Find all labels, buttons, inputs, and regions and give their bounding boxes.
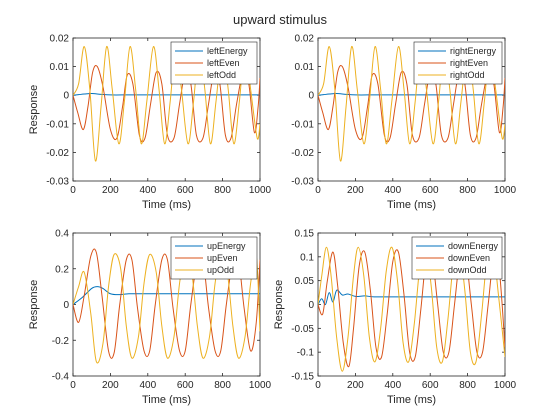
y-tick-label: -0.02 (46, 148, 69, 159)
x-tick-label: 800 (459, 380, 476, 391)
x-tick-label: 0 (315, 185, 321, 196)
y-tick-label: 0.01 (50, 62, 70, 73)
y-tick-label: 0.1 (300, 252, 314, 263)
y-tick-label: -0.02 (291, 148, 314, 159)
y-tick-label: -0.01 (291, 119, 314, 130)
subplot-grid: 0 200 400 600 800 1000 0.02 0.01 0 -0.01 -0.02 -0.0… (28, 34, 517, 407)
legend-label: upEven (207, 253, 238, 263)
y-tick-label: -0.01 (46, 119, 69, 130)
legend-label: downEnergy (448, 241, 499, 251)
y-tick-label: 0 (308, 91, 314, 102)
x-tick-label: 400 (384, 380, 401, 391)
y-tick-label: 0.15 (295, 229, 315, 240)
x-axis-label: Time (ms) (142, 199, 191, 211)
x-axis-label: Time (ms) (142, 394, 191, 406)
legend-label: rightEnergy (450, 46, 497, 56)
legend-label: rightEven (450, 58, 488, 68)
y-tick-label: -0.15 (291, 372, 314, 383)
x-tick-label: 1000 (249, 380, 272, 391)
y-tick-label: 0 (63, 91, 69, 102)
subplot-3: 0 200 400 600 800 1000 0.4 0.2 0 -0.2 -0.4 Time (ms… (28, 229, 272, 407)
x-tick-label: 400 (139, 185, 156, 196)
y-tick-label: 0 (308, 300, 314, 311)
y-axis-label: Response (273, 280, 285, 330)
x-tick-label: 0 (315, 380, 321, 391)
legend-label: leftEven (207, 58, 240, 68)
y-tick-label: -0.4 (52, 372, 70, 383)
y-axis-label: Response (28, 280, 40, 330)
legend-label: upEnergy (207, 241, 246, 251)
legend-label: downEven (448, 253, 490, 263)
x-tick-label: 800 (214, 185, 231, 196)
subplot-2: 0 200 400 600 800 1000 0.02 0.01 0 -0.01 -0.02 -0.0… (291, 34, 516, 212)
y-tick-label: -0.2 (52, 336, 70, 347)
x-tick-label: 200 (102, 185, 119, 196)
x-tick-label: 400 (139, 380, 156, 391)
y-tick-label: 0.02 (50, 34, 70, 45)
subplot-4: 0 200 400 600 800 1000 0.15 0.1 0.05 0 -0.05 -0.1 -0… (273, 229, 517, 407)
legend-label: leftEnergy (207, 46, 248, 56)
series-line-leftOdd (73, 46, 260, 162)
x-tick-label: 1000 (494, 380, 517, 391)
x-tick-label: 400 (384, 185, 401, 196)
x-tick-label: 200 (347, 380, 364, 391)
x-tick-label: 600 (177, 380, 194, 391)
figure-title: upward stimulus (233, 12, 327, 27)
series-line-upEnergy (73, 286, 260, 305)
y-tick-label: -0.03 (291, 177, 314, 188)
y-axis-label: Response (28, 85, 40, 135)
x-tick-label: 200 (347, 185, 364, 196)
series-line-leftEven (73, 65, 260, 143)
subplot-1: 0 200 400 600 800 1000 0.02 0.01 0 -0.01 -0.02 -0.0… (28, 34, 272, 212)
x-tick-label: 0 (70, 380, 76, 391)
y-tick-label: -0.03 (46, 177, 69, 188)
x-tick-label: 600 (177, 185, 194, 196)
x-tick-label: 800 (214, 380, 231, 391)
legend-label: downOdd (448, 265, 487, 275)
x-tick-label: 600 (422, 185, 439, 196)
y-tick-label: 0.4 (55, 229, 69, 240)
series-line-downOdd (318, 244, 505, 372)
x-tick-label: 800 (459, 185, 476, 196)
series-line-upOdd (73, 253, 260, 364)
x-tick-label: 200 (102, 380, 119, 391)
series-line-rightEven (318, 65, 505, 143)
x-tick-label: 0 (70, 185, 76, 196)
legend-label: rightOdd (450, 70, 485, 80)
x-tick-label: 600 (422, 380, 439, 391)
x-axis-label: Time (ms) (387, 199, 436, 211)
y-tick-label: -0.1 (297, 348, 315, 359)
x-tick-label: 1000 (249, 185, 272, 196)
x-tick-label: 1000 (494, 185, 517, 196)
y-tick-label: 0 (63, 300, 69, 311)
legend-label: upOdd (207, 265, 234, 275)
series-line-rightOdd (318, 46, 505, 162)
y-tick-label: -0.05 (291, 324, 314, 335)
y-tick-label: 0.2 (55, 264, 69, 275)
x-axis-label: Time (ms) (387, 394, 436, 406)
y-tick-label: 0.05 (295, 276, 315, 287)
legend-label: leftOdd (207, 70, 236, 80)
y-tick-label: 0.01 (295, 62, 315, 73)
series-line-downEven (318, 249, 505, 368)
y-tick-label: 0.02 (295, 34, 315, 45)
